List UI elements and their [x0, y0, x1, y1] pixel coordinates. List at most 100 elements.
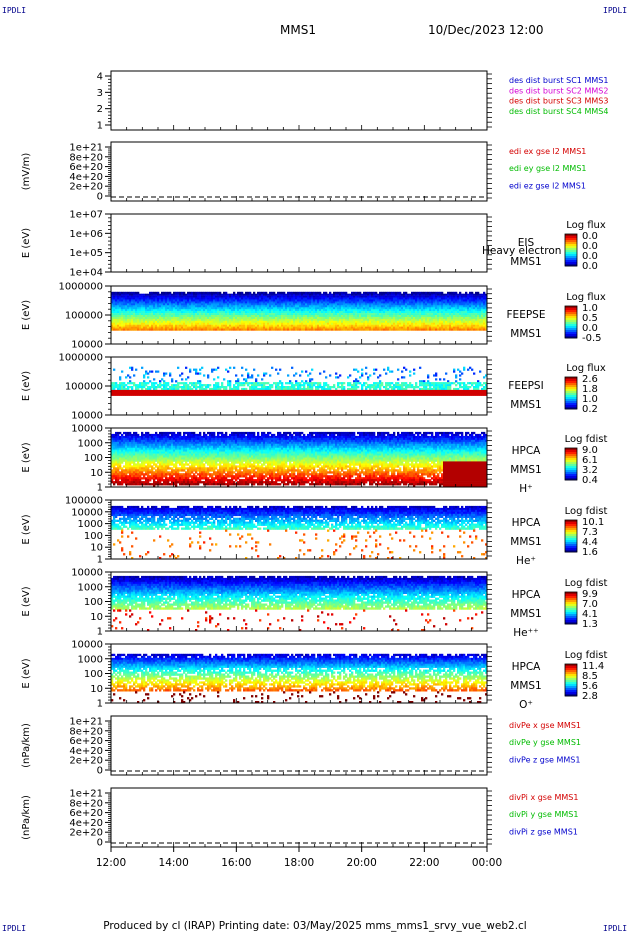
spectrogram-cell	[417, 293, 420, 296]
spectrogram-cell	[111, 295, 114, 298]
y-tick-label: 1000000	[58, 282, 103, 293]
spectrogram-cell	[461, 295, 464, 298]
spectrogram-cell	[189, 391, 192, 394]
spectrogram-cell	[435, 293, 438, 296]
spectrogram-cell	[309, 393, 312, 396]
spectrogram-cell	[375, 305, 378, 308]
spectrogram-cell	[363, 311, 366, 314]
spectrogram-cell	[255, 328, 258, 331]
spectrogram-cell	[159, 324, 162, 327]
spectrogram-cell	[157, 318, 160, 322]
spectrogram-cell	[211, 305, 214, 308]
spectrogram-cell	[331, 307, 334, 310]
spectrogram-cell	[411, 309, 414, 312]
spectrogram-cell	[121, 326, 124, 329]
spectrogram-cell	[385, 303, 388, 306]
spectrogram-cell	[373, 316, 376, 320]
spectrogram-cell	[357, 328, 360, 331]
spectrogram-cell	[441, 291, 444, 294]
spectrogram-cell	[153, 391, 156, 394]
spectrogram-cell	[427, 301, 430, 304]
spectrogram-cell	[391, 309, 394, 312]
spectrogram-cell	[319, 322, 322, 325]
spectrogram-cell	[263, 307, 266, 310]
spectrogram-cell	[469, 305, 472, 308]
spectrogram-cell	[397, 318, 400, 322]
spectrogram-cell	[409, 320, 412, 323]
spectrogram-cell	[373, 320, 376, 323]
spectrogram-cell	[289, 313, 292, 316]
spectrogram-cell	[129, 393, 132, 396]
spectrogram-cell	[295, 303, 298, 306]
spectrogram-cell	[361, 318, 364, 322]
spectrogram-cell	[305, 305, 308, 308]
spectrogram-cell	[273, 324, 276, 327]
spectrogram-cell	[429, 293, 432, 296]
spectrogram-cell	[343, 313, 346, 316]
spectrogram-cell	[269, 305, 272, 308]
y-tick-label: 8e+20	[69, 152, 103, 163]
spectrogram-cell	[197, 393, 200, 396]
spectrogram-cell	[191, 291, 194, 294]
spectrogram-cell	[129, 380, 132, 383]
spectrogram-cell	[135, 328, 138, 331]
spectrogram-cell	[327, 320, 330, 323]
spectrogram-cell	[393, 307, 396, 310]
spectrogram-cell	[475, 313, 478, 316]
spectrogram-cell	[131, 387, 134, 391]
spectrogram-cell	[447, 311, 450, 314]
spectrogram-cell	[263, 291, 266, 294]
spectrogram-cell	[303, 326, 306, 329]
spectrogram-cell	[117, 309, 120, 312]
spectrogram-cell	[129, 315, 132, 318]
spectrogram-cell	[449, 315, 452, 318]
spectrogram-cell	[475, 322, 478, 325]
spectrogram-cell	[279, 368, 282, 371]
spectrogram-cell	[411, 311, 414, 314]
spectrogram-cell	[363, 322, 366, 325]
spectrogram-cell	[409, 313, 412, 316]
spectrogram-cell	[305, 370, 308, 373]
spectrogram-cell	[203, 303, 206, 306]
spectrogram-cell	[379, 384, 382, 387]
spectrogram-cell	[385, 324, 388, 327]
spectrogram-cell	[243, 318, 246, 322]
colorbar-tick-label: 0.0	[582, 241, 598, 252]
spectrogram-cell	[317, 299, 320, 302]
spectrogram-cell	[221, 297, 224, 300]
spectrogram-cell	[343, 315, 346, 318]
spectrogram-cell	[125, 391, 128, 394]
spectrogram-cell	[377, 326, 380, 329]
spectrogram-cell	[357, 389, 360, 393]
spectrogram-cell	[383, 301, 386, 304]
spectrogram-cell	[439, 297, 442, 300]
spectrogram-cell	[365, 291, 368, 294]
spectrogram-cell	[123, 393, 126, 396]
spectrogram-cell	[111, 307, 114, 310]
spectrogram-cell	[357, 370, 360, 373]
spectrogram-cell	[403, 316, 406, 320]
spectrogram-cell	[289, 309, 292, 312]
spectrogram-cell	[225, 386, 228, 389]
spectrogram-cell	[303, 313, 306, 316]
spectrogram-cell	[141, 299, 144, 302]
colorbar-frame	[564, 305, 578, 339]
spectrogram-cell	[199, 380, 202, 383]
spectrogram-cell	[291, 313, 294, 316]
spectrogram-cell	[371, 307, 374, 310]
spectrogram-cell	[271, 305, 274, 308]
spectrogram-cell	[289, 307, 292, 310]
spectrogram-cell	[131, 328, 134, 331]
spectrogram-cell	[141, 326, 144, 329]
spectrogram-cell	[251, 322, 254, 325]
spectrogram-cell	[299, 309, 302, 312]
spectrogram-cell	[247, 326, 250, 329]
spectrogram-cell	[143, 295, 146, 298]
spectrogram-cell	[279, 393, 282, 396]
spectrogram-cell	[195, 386, 198, 389]
spectrogram-cell	[117, 320, 120, 323]
spectrogram-cell	[323, 311, 326, 314]
spectrogram-cell	[411, 293, 414, 296]
spectrogram-cell	[213, 305, 216, 308]
spectrogram-cell	[285, 316, 288, 320]
